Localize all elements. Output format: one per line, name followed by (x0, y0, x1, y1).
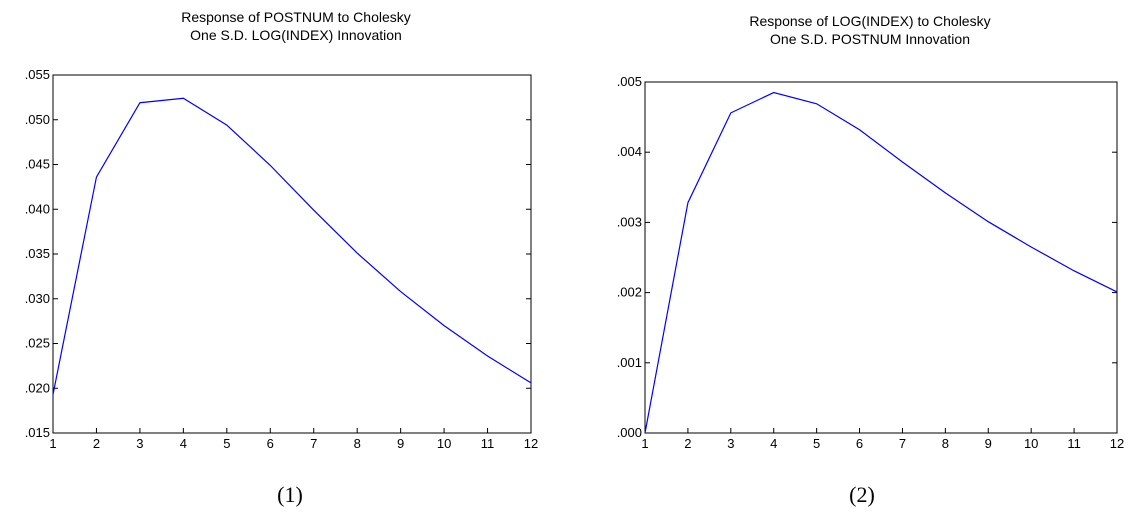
x-tick-label: 9 (985, 436, 992, 451)
x-tick-label: 10 (437, 436, 451, 451)
chart-2-series (644, 91, 1118, 434)
chart-1-x-axis: 1 2 3 4 5 6 7 8 9 10 11 12 (49, 428, 538, 451)
x-tick-label: 10 (1024, 436, 1038, 451)
x-tick-label: 1 (641, 436, 648, 451)
y-tick-label: .015 (25, 425, 50, 440)
chart-2-y-axis: .000 .001 .002 .003 .004 .005 (617, 74, 1117, 440)
x-tick-label: 2 (93, 436, 100, 451)
chart-1-subtitle: One S.D. LOG(INDEX) Innovation (190, 27, 402, 43)
chart-1-caption: (1) (277, 482, 303, 507)
x-tick-label: 1 (49, 436, 56, 451)
y-tick-label: .004 (617, 144, 642, 159)
chart-2-title: Response of LOG(INDEX) to Cholesky (749, 13, 990, 29)
chart-2-caption: (2) (849, 482, 875, 507)
y-tick-label: .003 (617, 214, 642, 229)
y-tick-label: .045 (25, 157, 50, 172)
y-tick-label: .050 (25, 112, 50, 127)
y-tick-label: .001 (617, 355, 642, 370)
x-tick-label: 3 (727, 436, 734, 451)
chart-1-y-axis: .015 .020 .025 .030 .035 .040 .045 .050 .055 (25, 67, 531, 440)
chart-2-x-axis: 1 2 3 4 5 6 7 8 9 10 11 12 (641, 428, 1124, 451)
y-tick-label: .040 (25, 201, 50, 216)
series-line (52, 97, 532, 395)
y-tick-label: .035 (25, 246, 50, 261)
x-tick-label: 11 (481, 436, 495, 451)
x-tick-label: 4 (770, 436, 777, 451)
chart-2: Response of LOG(INDEX) to Cholesky One S… (617, 13, 1125, 507)
x-tick-label: 11 (1067, 436, 1081, 451)
x-tick-label: 7 (899, 436, 906, 451)
x-tick-label: 8 (354, 436, 361, 451)
x-tick-label: 4 (180, 436, 187, 451)
x-tick-label: 6 (267, 436, 274, 451)
x-tick-label: 12 (524, 436, 538, 451)
chart-1: Response of POSTNUM to Cholesky One S.D.… (25, 9, 539, 507)
y-tick-label: .030 (25, 291, 50, 306)
x-tick-label: 2 (684, 436, 691, 451)
y-tick-label: .020 (25, 380, 50, 395)
x-tick-label: 12 (1110, 436, 1124, 451)
x-tick-label: 3 (136, 436, 143, 451)
chart-1-series (52, 97, 532, 395)
y-tick-label: .000 (617, 425, 642, 440)
y-tick-label: .025 (25, 336, 50, 351)
x-tick-label: 8 (942, 436, 949, 451)
series-line (644, 91, 1118, 434)
x-tick-label: 5 (223, 436, 230, 451)
x-tick-label: 6 (856, 436, 863, 451)
chart-1-title: Response of POSTNUM to Cholesky (181, 9, 411, 25)
y-tick-label: .002 (617, 285, 642, 300)
chart-2-subtitle: One S.D. POSTNUM Innovation (770, 31, 970, 47)
chart-2-plot-frame (644, 81, 1118, 434)
x-tick-label: 5 (813, 436, 820, 451)
x-tick-label: 9 (397, 436, 404, 451)
x-tick-label: 7 (310, 436, 317, 451)
y-tick-label: .005 (617, 74, 642, 89)
y-tick-label: .055 (25, 67, 50, 82)
